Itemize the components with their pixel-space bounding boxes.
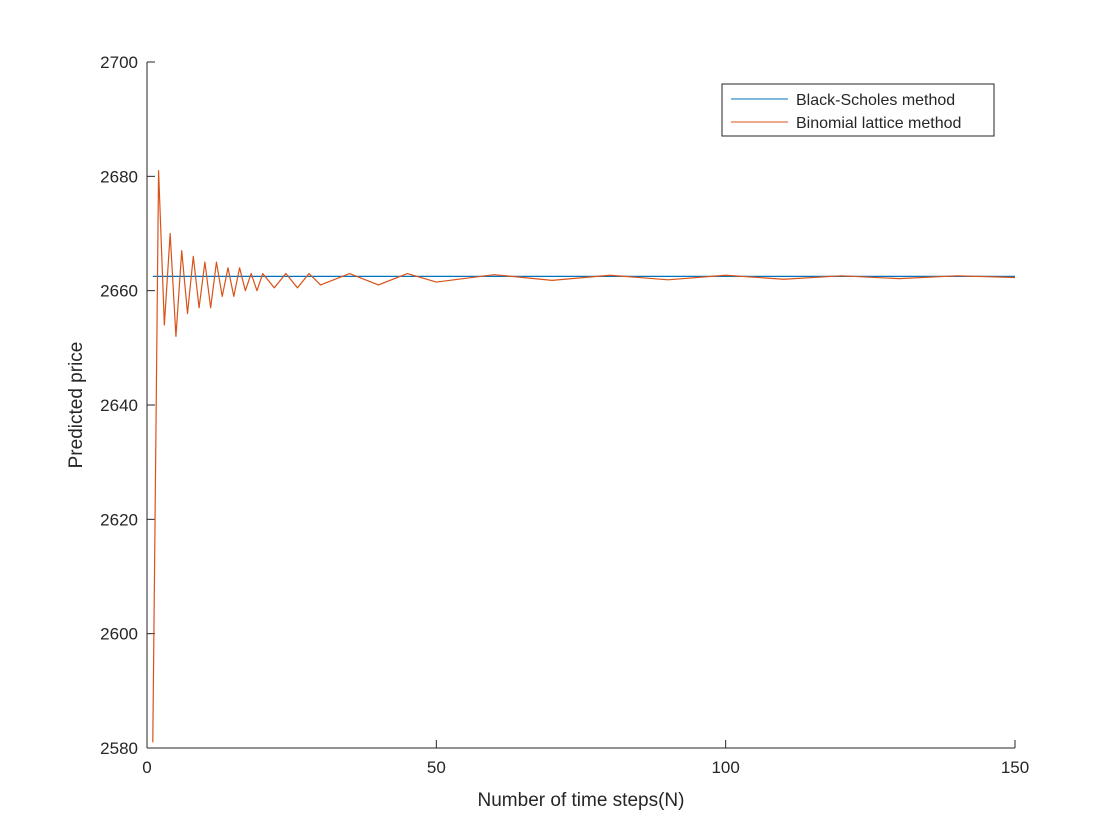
y-tick-label: 2580 [100,739,138,758]
y-tick-label: 2640 [100,396,138,415]
y-axis: 2580 2600 2620 2640 2660 2680 2700 [100,53,155,758]
x-tick-label: 100 [711,758,739,777]
x-tick-label: 150 [1001,758,1029,777]
legend: Black-Scholes method Binomial lattice me… [721,83,995,137]
y-tick-label: 2700 [100,53,138,72]
x-tick-label: 0 [142,758,151,777]
y-tick-label: 2620 [100,510,138,529]
x-axis: 0 50 100 150 [142,740,1029,777]
legend-box [721,83,995,137]
y-axis-label: Predicted price [66,342,87,469]
series-line-binomial-lattice [152,170,1016,743]
legend-label-binomial-lattice: Binomial lattice method [796,115,961,132]
x-tick-label: 50 [427,758,446,777]
y-tick-label: 2660 [100,282,138,301]
y-tick-label: 2680 [100,167,138,186]
legend-label-black-scholes: Black-Scholes method [796,92,955,109]
plot-area [152,170,1016,743]
axes: 0 50 100 150 2580 2600 2620 2640 2660 2680 2700 [100,53,1029,777]
y-tick-label: 2600 [100,625,138,644]
x-axis-label: Number of time steps(N) [478,790,685,811]
